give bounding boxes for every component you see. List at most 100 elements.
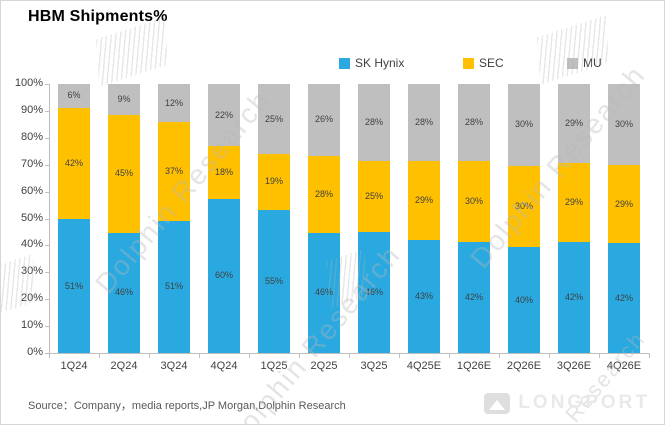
x-tick-mark — [49, 354, 50, 358]
data-label: 55% — [264, 275, 283, 286]
x-tick-mark — [99, 354, 100, 358]
data-label: 29% — [614, 198, 633, 209]
bar-column-4Q24: 22% 18% 60% — [199, 84, 249, 353]
stacked-bar: 30% 29% 42% — [608, 84, 640, 353]
x-axis-line — [49, 353, 650, 354]
bar-segment-sec: 19% — [258, 154, 290, 210]
bar-segment-sec: 29% — [558, 163, 590, 243]
bar-column-1Q25: 25% 19% 55% — [249, 84, 299, 353]
x-tick-mark — [499, 354, 500, 358]
y-tick-label: 100% — [14, 77, 43, 89]
y-tick-mark — [45, 326, 49, 328]
data-label: 40% — [514, 294, 533, 305]
bar-segment-sec: 29% — [408, 160, 440, 240]
y-tick-label: 30% — [20, 265, 43, 278]
bar-column-3Q24: 12% 37% 51% — [149, 84, 199, 354]
bar-segment-mu: 28% — [458, 84, 490, 161]
bar-column-2Q26E: 30% 30% 40% — [499, 84, 549, 353]
x-tick-label: 3Q25 — [360, 360, 388, 372]
bar-segment-mu: 22% — [208, 84, 240, 147]
legend-item-sec: SEC — [463, 56, 504, 70]
bar-column-2Q25: 26% 28% 46% — [299, 84, 349, 353]
stacked-bar: 9% 45% 46% — [108, 84, 140, 353]
data-label: 28% — [464, 116, 483, 127]
data-label: 46% — [114, 287, 133, 298]
y-tick-label: 10% — [20, 319, 43, 332]
hatch-watermark — [1, 253, 37, 319]
y-tick-mark — [45, 218, 49, 220]
bar-column-4Q26E: 30% 29% 42% — [599, 84, 649, 353]
bar-column-1Q24: 6% 42% 51% — [49, 84, 99, 354]
data-label: 46% — [314, 287, 333, 298]
data-label: 42% — [564, 292, 583, 303]
bar-segment-sec: 42% — [58, 107, 90, 220]
legend-label-sk-hynix: SK Hynix — [355, 56, 405, 70]
bar-segment-sk-hynix: 42% — [608, 243, 640, 353]
longport-wordmark: LONGPORT — [518, 392, 650, 413]
legend-swatch-sk-hynix — [339, 57, 350, 69]
data-label: 28% — [364, 117, 383, 128]
bar-segment-sec: 45% — [108, 114, 140, 233]
hatch-watermark — [537, 15, 609, 85]
stacked-bar: 28% 29% 43% — [408, 84, 440, 354]
x-tick-mark — [349, 354, 350, 358]
bar-segment-sk-hynix: 42% — [458, 242, 490, 353]
stacked-bar: 28% 30% 42% — [458, 84, 490, 353]
bar-segment-sk-hynix: 42% — [558, 242, 590, 354]
y-tick-label: 20% — [20, 292, 43, 305]
y-tick-label: 80% — [20, 130, 43, 143]
bar-column-2Q24: 9% 45% 46% — [99, 84, 149, 353]
bar-segment-sec: 25% — [358, 161, 390, 232]
data-label: 25% — [364, 190, 383, 201]
x-tick-mark — [449, 354, 450, 358]
bar-column-1Q26E: 28% 30% 42% — [449, 84, 499, 353]
legend-label-sec: SEC — [479, 56, 504, 70]
x-tick-mark — [299, 354, 300, 358]
x-tick-label: 1Q26E — [456, 360, 492, 372]
longport-logo-icon — [484, 392, 511, 414]
y-tick-mark — [45, 191, 49, 193]
x-tick-label: 3Q24 — [160, 360, 188, 372]
y-tick-label: 0% — [27, 346, 43, 358]
bar-segment-sk-hynix: 46% — [108, 232, 140, 353]
stacked-bar: 29% 29% 42% — [558, 84, 590, 354]
bar-segment-sec: 28% — [308, 155, 340, 233]
bar-segment-mu: 9% — [108, 84, 140, 115]
data-label: 9% — [117, 93, 131, 104]
bar-segment-sk-hynix: 43% — [408, 239, 440, 354]
legend-swatch-sec — [463, 57, 474, 69]
data-label: 29% — [564, 118, 583, 129]
x-tick-label: 2Q26E — [506, 360, 542, 372]
bar-segment-sec: 18% — [208, 146, 240, 199]
data-label: 51% — [164, 281, 183, 292]
bar-segment-sk-hynix: 60% — [208, 198, 240, 353]
x-tick-label: 4Q25E — [406, 360, 442, 372]
data-label: 37% — [164, 165, 183, 176]
y-tick-label: 70% — [20, 157, 43, 170]
data-label: 6% — [67, 90, 81, 101]
y-tick-mark — [45, 272, 49, 274]
x-tick-mark — [649, 354, 650, 358]
stacked-bar: 28% 25% 46% — [358, 84, 390, 353]
x-tick-label: 2Q24 — [110, 360, 138, 372]
bar-segment-sk-hynix: 51% — [58, 219, 90, 354]
bar-segment-sec: 30% — [458, 160, 490, 243]
data-label: 42% — [464, 292, 483, 303]
bar-segment-mu: 6% — [58, 84, 90, 108]
x-tick-label: 2Q25 — [310, 360, 338, 372]
x-tick-mark — [199, 354, 200, 358]
x-tick-mark — [149, 354, 150, 358]
bar-segment-mu: 26% — [308, 84, 340, 156]
data-label: 30% — [464, 196, 483, 207]
bar-segment-sk-hynix: 40% — [508, 247, 540, 353]
bar-segment-mu: 12% — [158, 84, 190, 123]
longport-watermark: LONGPORT — [484, 392, 650, 414]
legend-label-mu: MU — [583, 56, 602, 70]
bar-segment-sk-hynix: 46% — [308, 232, 340, 353]
x-tick-label: 1Q24 — [60, 360, 88, 372]
data-label: 22% — [214, 109, 233, 120]
chart-title: HBM Shipments% — [28, 8, 168, 25]
bar-segment-mu: 29% — [558, 84, 590, 164]
data-label: 30% — [614, 118, 633, 129]
